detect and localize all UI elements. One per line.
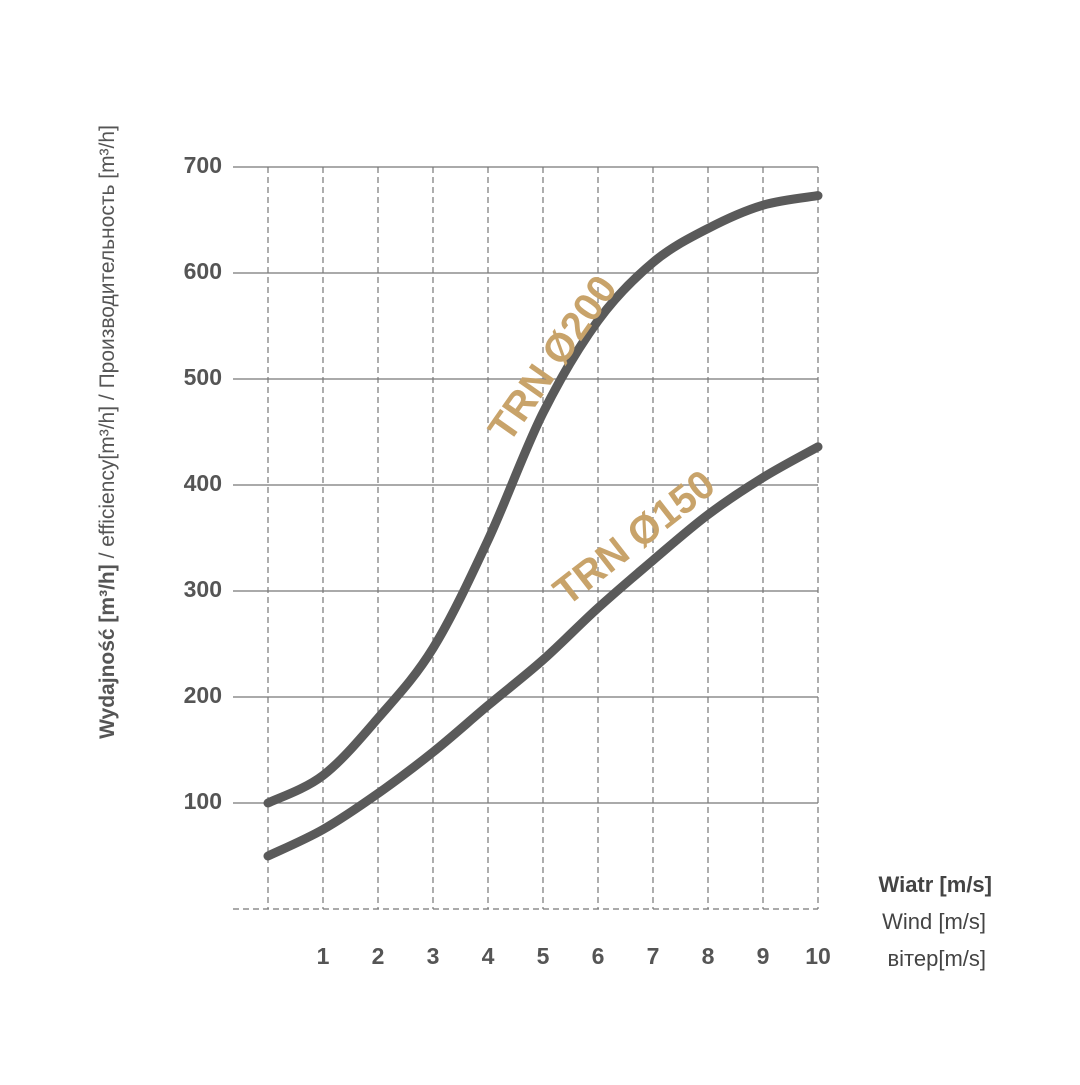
y-tick-label: 100 [184,788,222,814]
line [263,442,823,861]
series-label: TRN Ø200 [480,268,626,450]
x-axis-title: вiтер[m/s] [887,946,986,971]
y-tick-label: 400 [184,470,222,496]
x-tick-label: 8 [702,943,715,969]
x-tick-label: 4 [482,943,495,969]
y-tick-label: 300 [184,576,222,602]
x-tick-label: 7 [647,943,660,969]
x-tick-label: 9 [757,943,770,969]
y-tick-label: 500 [184,364,222,390]
x-tick-label: 2 [372,943,385,969]
x-axis-title: Wind [m/s] [882,909,986,934]
y-axis-title: Wydajność [m³/h] / efficiency[m³/h] / Пр… [96,125,119,739]
y-tick-label: 200 [184,682,222,708]
y-tick-label: 600 [184,258,222,284]
line [263,191,823,808]
x-tick-label: 3 [427,943,440,969]
x-tick-label: 6 [592,943,605,969]
y-axis-title-rest: / efficiency[m³/h] / Производительность … [96,125,119,564]
x-axis-title: Wiatr [m/s] [879,872,992,897]
x-tick-label: 10 [805,943,831,969]
y-tick-label: 700 [184,152,222,178]
y-axis-title-bold: Wydajność [m³/h] [96,564,119,739]
x-tick-label: 1 [317,943,330,969]
x-tick-label: 5 [537,943,550,969]
